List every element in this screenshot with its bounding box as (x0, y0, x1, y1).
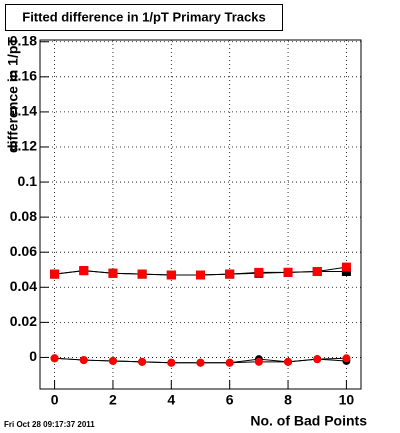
title-box (5, 4, 283, 31)
y-tick-label: 0.18 (10, 32, 37, 48)
marker (108, 268, 118, 278)
y-axis-label: difference in 1/pT (5, 37, 21, 153)
x-tick-label: 10 (339, 392, 355, 408)
y-tick-label: 0 (29, 348, 37, 364)
footer: Fri Oct 28 09:17:37 2011 (4, 420, 95, 429)
marker (50, 269, 60, 279)
marker (283, 267, 293, 277)
x-tick-label: 4 (167, 392, 175, 408)
marker (108, 356, 117, 365)
marker (312, 266, 322, 276)
marker (254, 357, 263, 366)
y-tick-label: 0.06 (10, 243, 37, 259)
y-tick-label: 0.08 (10, 208, 37, 224)
plot-frame (39, 39, 362, 390)
marker (225, 358, 234, 367)
chart-title: Fitted difference in 1/pT Primary Tracks (22, 9, 265, 24)
y-tick-label: 0.1 (18, 173, 38, 189)
marker (167, 358, 176, 367)
marker (137, 269, 147, 279)
x-tick-label: 6 (226, 392, 234, 408)
x-tick-label: 2 (109, 392, 117, 408)
marker (196, 270, 205, 280)
marker (166, 270, 176, 280)
x-tick-label: 0 (51, 392, 59, 408)
marker (50, 354, 59, 363)
y-tick-label: 0.16 (10, 68, 37, 84)
marker (196, 358, 205, 367)
marker (225, 269, 235, 279)
marker (284, 357, 293, 366)
y-tick-label: 0.04 (10, 278, 37, 294)
x-axis-label: No. of Bad Points (250, 413, 367, 429)
marker (79, 356, 88, 365)
y-tick-label: 0.12 (10, 138, 37, 154)
marker (79, 266, 89, 276)
marker (342, 354, 351, 363)
marker (138, 357, 147, 366)
marker (341, 262, 351, 272)
marker (254, 267, 264, 277)
marker (313, 355, 322, 364)
y-tick-label: 0.02 (10, 313, 37, 329)
y-tick-label: 0.14 (10, 103, 37, 119)
x-tick-label: 8 (284, 392, 292, 408)
